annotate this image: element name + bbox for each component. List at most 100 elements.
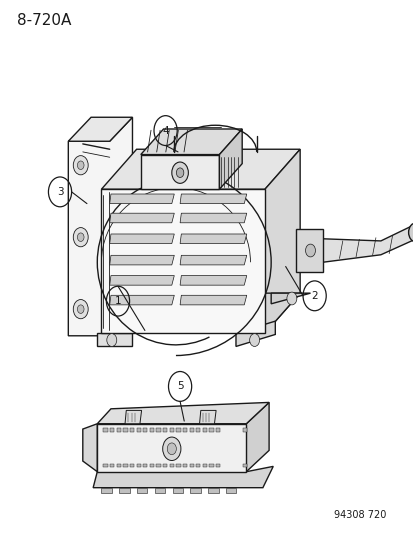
- Polygon shape: [130, 464, 134, 467]
- Text: 4: 4: [162, 126, 169, 135]
- Polygon shape: [209, 428, 213, 432]
- Polygon shape: [180, 213, 246, 223]
- Circle shape: [77, 305, 84, 313]
- Polygon shape: [196, 464, 200, 467]
- Polygon shape: [176, 464, 180, 467]
- Polygon shape: [140, 129, 242, 155]
- Polygon shape: [109, 194, 174, 204]
- Polygon shape: [123, 428, 127, 432]
- Polygon shape: [169, 428, 173, 432]
- Polygon shape: [97, 333, 132, 346]
- Polygon shape: [109, 213, 174, 223]
- Circle shape: [107, 334, 116, 346]
- Polygon shape: [180, 276, 246, 285]
- Polygon shape: [190, 488, 200, 493]
- Polygon shape: [242, 428, 246, 432]
- Polygon shape: [110, 464, 114, 467]
- Polygon shape: [202, 428, 206, 432]
- Polygon shape: [180, 295, 246, 305]
- Polygon shape: [180, 255, 246, 265]
- Polygon shape: [154, 488, 165, 493]
- Circle shape: [73, 156, 88, 175]
- Polygon shape: [180, 234, 246, 244]
- Polygon shape: [103, 428, 107, 432]
- Polygon shape: [176, 428, 180, 432]
- Polygon shape: [189, 464, 193, 467]
- Text: 3: 3: [57, 187, 63, 197]
- Circle shape: [171, 162, 188, 183]
- Polygon shape: [163, 464, 167, 467]
- Polygon shape: [180, 194, 246, 204]
- Polygon shape: [101, 149, 299, 189]
- Polygon shape: [116, 464, 121, 467]
- Circle shape: [176, 168, 183, 177]
- Polygon shape: [156, 428, 160, 432]
- Polygon shape: [83, 424, 97, 472]
- Polygon shape: [183, 428, 187, 432]
- Polygon shape: [143, 464, 147, 467]
- Circle shape: [249, 334, 259, 346]
- Circle shape: [305, 244, 315, 257]
- Polygon shape: [101, 189, 264, 333]
- Circle shape: [167, 443, 176, 455]
- Polygon shape: [322, 225, 413, 262]
- Polygon shape: [219, 129, 242, 189]
- Polygon shape: [183, 464, 187, 467]
- Polygon shape: [225, 488, 236, 493]
- Polygon shape: [295, 229, 322, 272]
- Text: 1: 1: [114, 296, 121, 306]
- Polygon shape: [119, 488, 129, 493]
- Polygon shape: [169, 464, 173, 467]
- Polygon shape: [101, 488, 112, 493]
- Polygon shape: [137, 488, 147, 493]
- Polygon shape: [116, 428, 121, 432]
- Circle shape: [286, 292, 296, 305]
- Circle shape: [73, 300, 88, 319]
- Polygon shape: [216, 428, 220, 432]
- Polygon shape: [130, 428, 134, 432]
- Polygon shape: [150, 428, 154, 432]
- Polygon shape: [109, 295, 174, 305]
- Polygon shape: [150, 464, 154, 467]
- Polygon shape: [103, 464, 107, 467]
- Polygon shape: [140, 155, 219, 189]
- Polygon shape: [109, 234, 174, 244]
- Polygon shape: [109, 255, 174, 265]
- Polygon shape: [68, 117, 132, 336]
- Polygon shape: [101, 293, 299, 333]
- Text: 5: 5: [176, 382, 183, 391]
- Polygon shape: [209, 464, 213, 467]
- Polygon shape: [235, 321, 275, 346]
- Circle shape: [162, 437, 180, 461]
- Polygon shape: [196, 428, 200, 432]
- Polygon shape: [110, 428, 114, 432]
- Circle shape: [408, 223, 413, 242]
- Circle shape: [73, 228, 88, 247]
- Polygon shape: [271, 293, 310, 304]
- Polygon shape: [143, 428, 147, 432]
- Text: 8-720A: 8-720A: [17, 13, 71, 28]
- Polygon shape: [97, 424, 246, 472]
- Polygon shape: [156, 464, 160, 467]
- Polygon shape: [68, 117, 132, 141]
- Text: 2: 2: [311, 291, 317, 301]
- Circle shape: [77, 161, 84, 169]
- Polygon shape: [202, 464, 206, 467]
- Polygon shape: [264, 149, 299, 333]
- Polygon shape: [199, 410, 216, 424]
- Polygon shape: [242, 464, 246, 467]
- Circle shape: [77, 233, 84, 241]
- Polygon shape: [189, 428, 193, 432]
- Polygon shape: [163, 428, 167, 432]
- Polygon shape: [216, 464, 220, 467]
- Polygon shape: [136, 428, 140, 432]
- Polygon shape: [125, 410, 141, 424]
- Polygon shape: [93, 466, 273, 488]
- Polygon shape: [246, 402, 268, 472]
- Polygon shape: [208, 488, 218, 493]
- Polygon shape: [172, 488, 183, 493]
- Polygon shape: [97, 402, 268, 424]
- Polygon shape: [109, 276, 174, 285]
- Text: 94308 720: 94308 720: [333, 510, 385, 520]
- Polygon shape: [123, 464, 127, 467]
